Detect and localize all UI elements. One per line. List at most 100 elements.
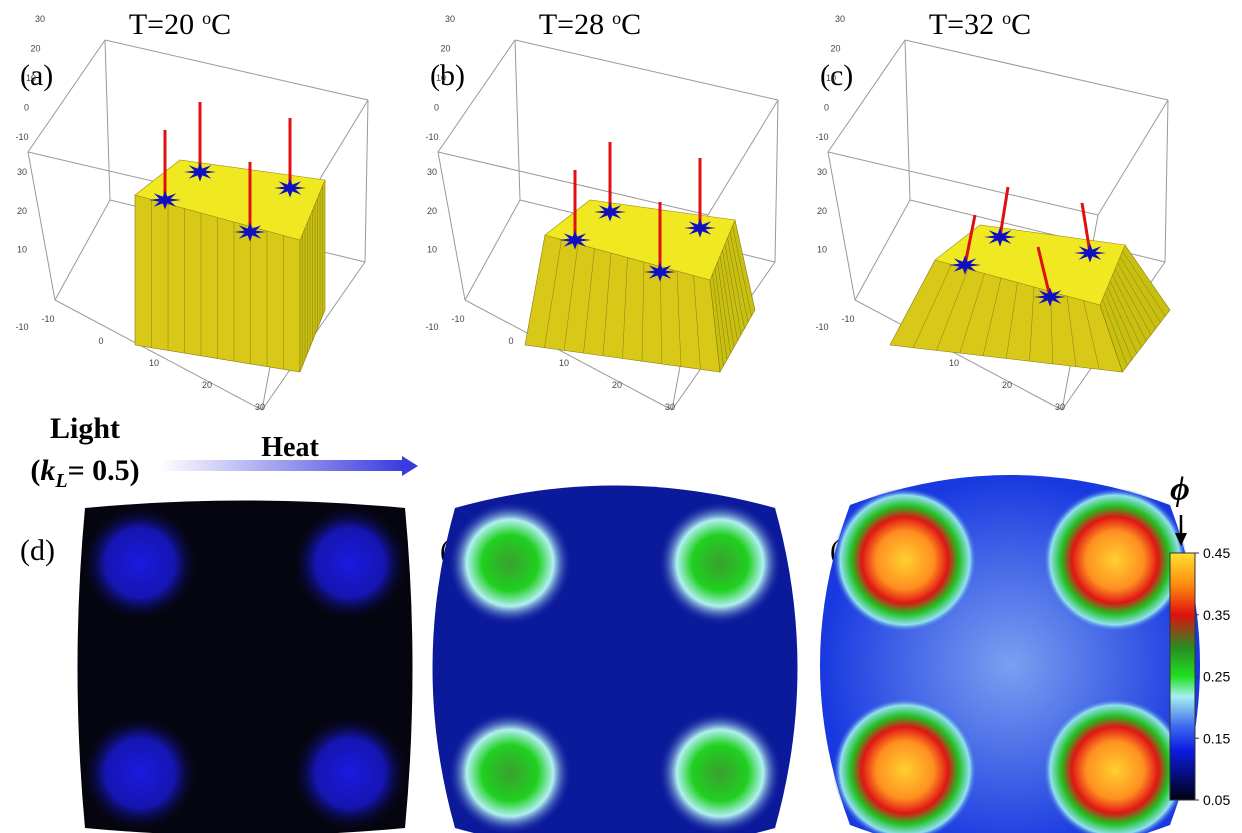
mesh-line xyxy=(727,237,745,329)
spot xyxy=(82,505,198,621)
mesh-line xyxy=(1083,300,1100,370)
title-text: T=32 xyxy=(929,8,994,41)
mesh-line xyxy=(1029,286,1035,362)
stick xyxy=(1036,246,1052,298)
k-label: (kL= 0.5) xyxy=(30,454,139,492)
star xyxy=(149,190,181,210)
axis-tick-label: 0 xyxy=(824,103,829,113)
title-unit: C xyxy=(1011,8,1031,41)
cube-edge xyxy=(437,151,709,216)
spot xyxy=(833,698,977,833)
cube-edge xyxy=(464,199,521,301)
colorbar-symbol: ϕ xyxy=(1170,471,1190,508)
panel: T=28 oC (b) 30 20 10 0 -10 30 20 10 -10 -10 0 10 20 30 xyxy=(425,8,779,412)
stick xyxy=(1080,202,1092,254)
axis-tick-label: -10 xyxy=(15,132,28,142)
title-sup: o xyxy=(612,8,621,28)
axis-tick-label: 20 xyxy=(427,206,437,216)
heat-label: Heat xyxy=(261,432,319,463)
heat-arrow-shaft xyxy=(160,460,405,471)
axis-tick-label: 20 xyxy=(202,380,212,390)
colorbar-tick-label: 0.15 xyxy=(1203,730,1230,746)
panel-label: (a) xyxy=(20,59,53,92)
panel-label: (b) xyxy=(430,59,465,92)
cube-edge xyxy=(514,39,779,101)
axis-tick-label: 10 xyxy=(427,245,437,255)
star xyxy=(594,202,626,222)
title-unit: C xyxy=(211,8,231,41)
cube-edge xyxy=(1164,99,1169,263)
axis-tick-label: 30 xyxy=(835,14,845,24)
spot xyxy=(1043,488,1187,632)
axis-tick-label: 30 xyxy=(427,167,437,177)
cube-edge xyxy=(364,99,369,263)
cube-edge xyxy=(854,199,911,301)
colorbar-tick-label: 0.05 xyxy=(1203,792,1230,808)
mesh-line xyxy=(732,225,752,317)
stick xyxy=(963,214,977,266)
title-sup: o xyxy=(1002,8,1011,28)
axis-tick-label: 20 xyxy=(830,44,840,54)
axis-tick-label: 20 xyxy=(612,380,622,390)
mesh-line xyxy=(1122,250,1166,317)
mesh-line xyxy=(1117,262,1156,329)
mesh-line xyxy=(714,267,728,360)
axis-tick-label: 20 xyxy=(30,44,40,54)
spot xyxy=(658,711,782,833)
panel-title: T=28 oC xyxy=(539,8,641,41)
axis-tick-label: -10 xyxy=(841,314,854,324)
cube-edge xyxy=(514,39,521,201)
stick xyxy=(998,186,1010,238)
axis-tick-label: 10 xyxy=(949,358,959,368)
cube-edge xyxy=(854,299,1063,411)
k-open: ( xyxy=(30,454,40,487)
cube-edge xyxy=(707,99,779,216)
axis-tick-label: 10 xyxy=(149,358,159,368)
star xyxy=(274,178,306,198)
panel-title: T=32 oC xyxy=(929,8,1031,41)
axis-tick-label: 20 xyxy=(440,44,450,54)
axis-tick-label: -10 xyxy=(815,322,828,332)
mesh-line xyxy=(1109,280,1142,348)
axis-tick-label: 10 xyxy=(26,73,36,83)
mesh-line xyxy=(724,243,742,335)
cube-edge xyxy=(104,39,111,201)
star xyxy=(234,222,266,242)
axis-tick-label: 20 xyxy=(17,206,27,216)
mesh-line xyxy=(722,249,738,342)
spot xyxy=(448,711,572,833)
title-sup: o xyxy=(202,8,211,28)
axis-tick-label: 10 xyxy=(817,245,827,255)
star xyxy=(1074,243,1106,263)
k-rest: = 0.5) xyxy=(68,454,140,487)
mesh-line xyxy=(936,268,969,351)
axis-tick-label: 20 xyxy=(817,206,827,216)
mesh-line xyxy=(1066,295,1077,367)
cube-edge xyxy=(904,39,911,201)
spot xyxy=(658,501,782,625)
axis-tick-label: 0 xyxy=(98,336,103,346)
mesh-line xyxy=(729,231,749,323)
mesh-line xyxy=(717,261,731,354)
surface-top xyxy=(934,224,1126,306)
cube-edge xyxy=(437,151,466,301)
axis-tick-label: 30 xyxy=(17,167,27,177)
colorbar-tick-label: 0.25 xyxy=(1203,669,1230,685)
axis-tick-label: 20 xyxy=(1002,380,1012,390)
axis-tick-label: 30 xyxy=(817,167,827,177)
axis-tick-label: -10 xyxy=(425,322,438,332)
mesh-line xyxy=(959,273,985,354)
axis-tick-label: -10 xyxy=(15,322,28,332)
spot xyxy=(448,501,572,625)
cube-edge xyxy=(464,299,673,411)
cube-edge xyxy=(27,39,106,153)
title-text: T=28 xyxy=(539,8,604,41)
axis-tick-label: 30 xyxy=(255,402,265,412)
mesh-line xyxy=(913,264,952,348)
spot xyxy=(292,505,408,621)
symbol-arrow-head xyxy=(1175,533,1187,546)
heat-arrow-head xyxy=(402,456,418,476)
axis-tick-label: 30 xyxy=(35,14,45,24)
